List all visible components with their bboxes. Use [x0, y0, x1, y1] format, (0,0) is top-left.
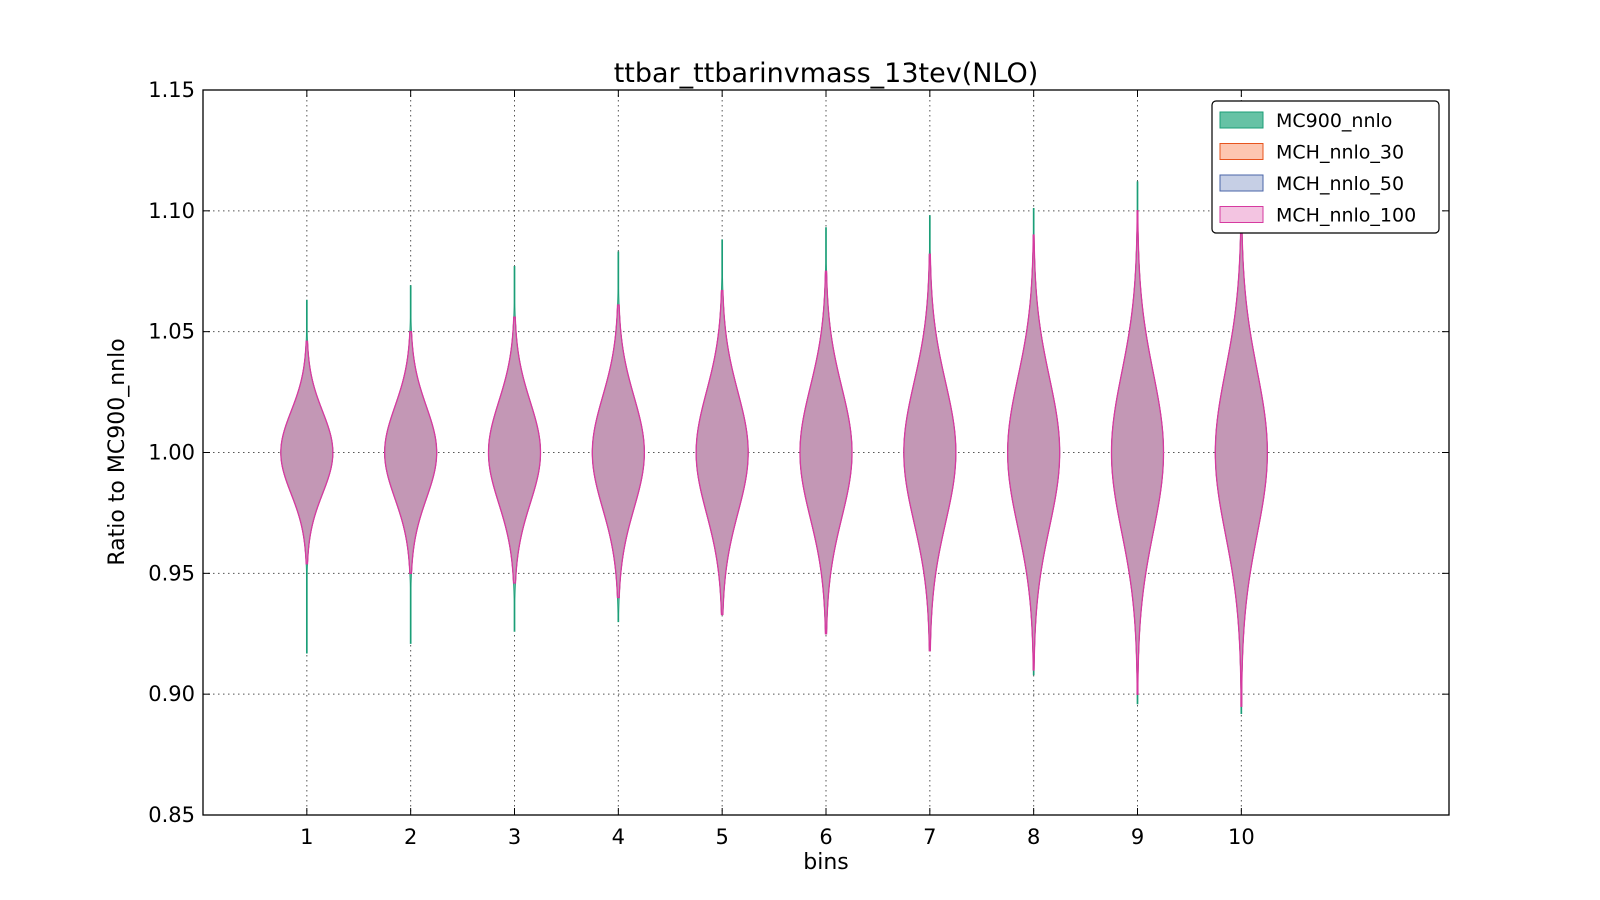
violin-MCH_nnlo_100-bin-1 — [280, 340, 334, 565]
violin-MCH_nnlo_100-bin-5 — [695, 289, 749, 616]
y-tick-label: 1.05 — [148, 320, 195, 344]
violin-MCH_nnlo_100-bin-7 — [903, 253, 957, 652]
x-tick-label: 8 — [1027, 825, 1040, 849]
legend-swatch — [1219, 111, 1264, 129]
series-MCH_nnlo_100 — [280, 198, 1268, 707]
x-tick-label: 9 — [1131, 825, 1144, 849]
legend-label: MCH_nnlo_30 — [1276, 142, 1404, 164]
chart-title: ttbar_ttbarinvmass_13tev(NLO) — [614, 58, 1039, 89]
x-tick-label: 3 — [508, 825, 521, 849]
x-tick-label: 4 — [612, 825, 625, 849]
y-tick-label: 0.85 — [148, 803, 195, 827]
violin-MCH_nnlo_100-bin-9 — [1110, 210, 1165, 695]
legend-swatch — [1219, 174, 1264, 192]
y-tick-label: 1.00 — [148, 441, 195, 465]
y-tick-label: 1.15 — [148, 78, 195, 102]
violin-MCH_nnlo_100-bin-2 — [384, 331, 438, 574]
x-tick-label: 1 — [300, 825, 313, 849]
violin-MCH_nnlo_100-bin-3 — [487, 316, 542, 584]
x-tick-label: 6 — [819, 825, 832, 849]
legend-swatch — [1219, 143, 1264, 160]
y-axis-ticks: 0.85 0.90 0.95 1.00 1.05 1.10 1.15 — [148, 78, 1449, 827]
x-tick-label: 2 — [404, 825, 417, 849]
x-axis-ticks: 1 2 3 4 5 6 7 8 9 10 — [300, 90, 1255, 849]
violin-MCH_nnlo_100-bin-6 — [799, 270, 853, 635]
x-tick-label: 7 — [923, 825, 936, 849]
violin-plot-area — [280, 181, 1268, 714]
y-tick-label: 1.10 — [148, 199, 195, 223]
legend-label: MCH_nnlo_50 — [1276, 173, 1404, 195]
legend-label: MCH_nnlo_100 — [1276, 205, 1416, 227]
y-tick-label: 0.90 — [148, 682, 195, 706]
y-tick-label: 0.95 — [148, 561, 195, 585]
legend-frame — [1211, 100, 1440, 234]
violin-MCH_nnlo_100-bin-8 — [1007, 234, 1061, 671]
violin-MCH_nnlo_100-bin-4 — [591, 304, 645, 599]
legend-label: MC900_nnlo — [1276, 110, 1392, 132]
x-tick-label: 5 — [715, 825, 728, 849]
x-tick-label: 10 — [1228, 825, 1255, 849]
y-axis-label: Ratio to MC900_nnlo — [105, 338, 130, 565]
legend-swatch — [1219, 206, 1264, 223]
x-axis-label: bins — [803, 850, 848, 875]
legend: MC900_nnlo MCH_nnlo_30 MCH_nnlo_50 MCH_nnlo… — [1211, 100, 1440, 234]
